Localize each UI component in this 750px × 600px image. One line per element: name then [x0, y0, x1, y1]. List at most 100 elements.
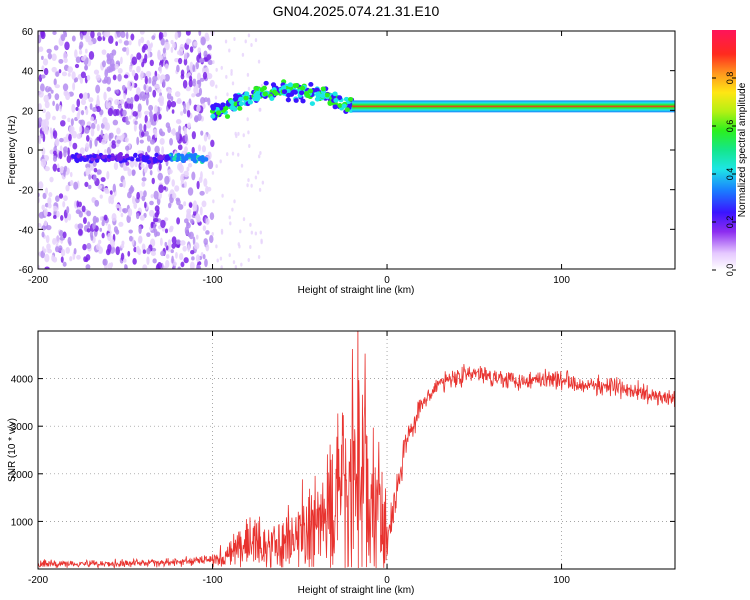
noise-speckle	[89, 139, 93, 149]
noise-speckle	[137, 248, 142, 256]
faint-speckle	[226, 92, 229, 97]
noise-speckle	[180, 261, 185, 268]
noise-speckle	[117, 73, 122, 82]
noise-speckle	[80, 99, 86, 106]
noise-speckle	[158, 113, 162, 120]
noise-speckle	[126, 103, 132, 109]
noise-speckle	[90, 116, 94, 122]
noise-speckle	[178, 203, 184, 210]
noise-speckle	[196, 180, 200, 190]
noise-speckle	[148, 43, 153, 49]
colorbar-ticks: 0.0 0.2 0.4 0.6 0.8	[712, 72, 736, 276]
faint-speckle	[211, 232, 214, 237]
noise-speckle	[123, 40, 130, 46]
noise-speckle	[184, 226, 189, 235]
noise-speckle	[93, 119, 97, 125]
rising-track-point	[341, 103, 347, 109]
noise-speckle	[49, 176, 54, 183]
x-tick-label: 0	[384, 575, 390, 586]
faint-speckle	[259, 107, 262, 112]
faint-speckle	[232, 260, 236, 265]
noise-speckle	[152, 128, 158, 135]
noise-speckle	[72, 130, 77, 139]
noise-speckle	[154, 211, 159, 218]
noise-speckle	[142, 264, 148, 269]
noise-speckle	[158, 31, 162, 41]
noise-speckle	[174, 57, 180, 63]
noise-speckle	[52, 214, 57, 219]
rising-track-point	[281, 89, 288, 95]
noise-speckle	[151, 177, 155, 185]
noise-speckle	[167, 202, 172, 209]
noise-speckle	[38, 181, 44, 190]
colorbar-tick-label: 0.2	[725, 216, 735, 229]
noise-speckle	[90, 128, 95, 137]
noise-speckle	[199, 206, 203, 216]
faint-speckle	[220, 265, 223, 269]
noise-speckle	[125, 31, 129, 40]
rising-track-point	[333, 97, 339, 103]
noise-speckle	[129, 159, 135, 168]
noise-speckle	[140, 36, 145, 44]
y-tick-label: 4000	[11, 375, 34, 386]
noise-speckle	[51, 53, 57, 62]
noise-speckle	[42, 192, 47, 199]
noise-speckle	[53, 146, 57, 153]
noise-speckle	[186, 122, 192, 129]
noise-speckle	[64, 41, 70, 51]
low-track-point	[124, 153, 130, 159]
noise-speckle	[40, 83, 45, 92]
noise-speckle	[110, 197, 115, 205]
noise-speckle	[207, 160, 214, 170]
noise-speckle	[187, 232, 192, 238]
faint-speckle	[256, 170, 260, 175]
noise-speckle	[99, 194, 103, 199]
noise-speckle	[139, 139, 144, 144]
noise-speckle	[95, 243, 101, 251]
noise-speckle	[166, 86, 171, 93]
noise-speckle	[83, 92, 88, 101]
noise-speckle	[51, 115, 56, 121]
noise-speckle	[52, 150, 57, 155]
noise-speckle	[122, 179, 126, 188]
noise-speckle	[102, 117, 108, 126]
noise-speckle	[107, 232, 112, 242]
noise-speckle	[81, 205, 86, 213]
noise-speckle	[52, 130, 58, 139]
noise-speckle	[151, 35, 156, 40]
faint-speckle	[230, 68, 233, 73]
noise-speckle	[73, 181, 79, 190]
x-tick-label: -200	[28, 275, 48, 286]
noise-speckle	[137, 103, 142, 112]
noise-speckle	[103, 31, 108, 38]
rising-track-point	[253, 85, 259, 91]
noise-speckle	[111, 143, 117, 149]
noise-speckle	[188, 202, 193, 208]
faint-speckle	[241, 52, 245, 57]
rising-track-point	[215, 110, 222, 116]
faint-speckle	[260, 238, 263, 243]
noise-speckle	[114, 99, 120, 106]
noise-speckle	[204, 35, 210, 42]
snr-series-line	[38, 331, 675, 569]
noise-speckle	[204, 258, 208, 268]
noise-speckle	[209, 212, 215, 221]
x-tick-label: -100	[203, 575, 223, 586]
noise-speckle	[43, 67, 49, 76]
noise-speckle	[133, 246, 137, 253]
noise-speckle	[132, 258, 137, 265]
rising-track-point	[229, 99, 235, 105]
noise-speckle	[58, 69, 62, 74]
noise-speckle	[60, 120, 66, 127]
noise-speckle	[93, 167, 98, 173]
noise-speckle	[180, 240, 186, 246]
faint-speckle	[250, 230, 254, 235]
noise-speckle	[126, 97, 131, 104]
noise-speckle	[105, 248, 111, 256]
faint-speckle	[247, 130, 250, 135]
colorbar: 0.0 0.2 0.4 0.6 0.8 Normalized spectral ampl…	[712, 30, 748, 276]
spectrogram-background	[38, 31, 675, 269]
noise-speckle	[129, 102, 134, 110]
noise-speckle	[51, 66, 57, 73]
noise-speckle	[87, 121, 90, 126]
